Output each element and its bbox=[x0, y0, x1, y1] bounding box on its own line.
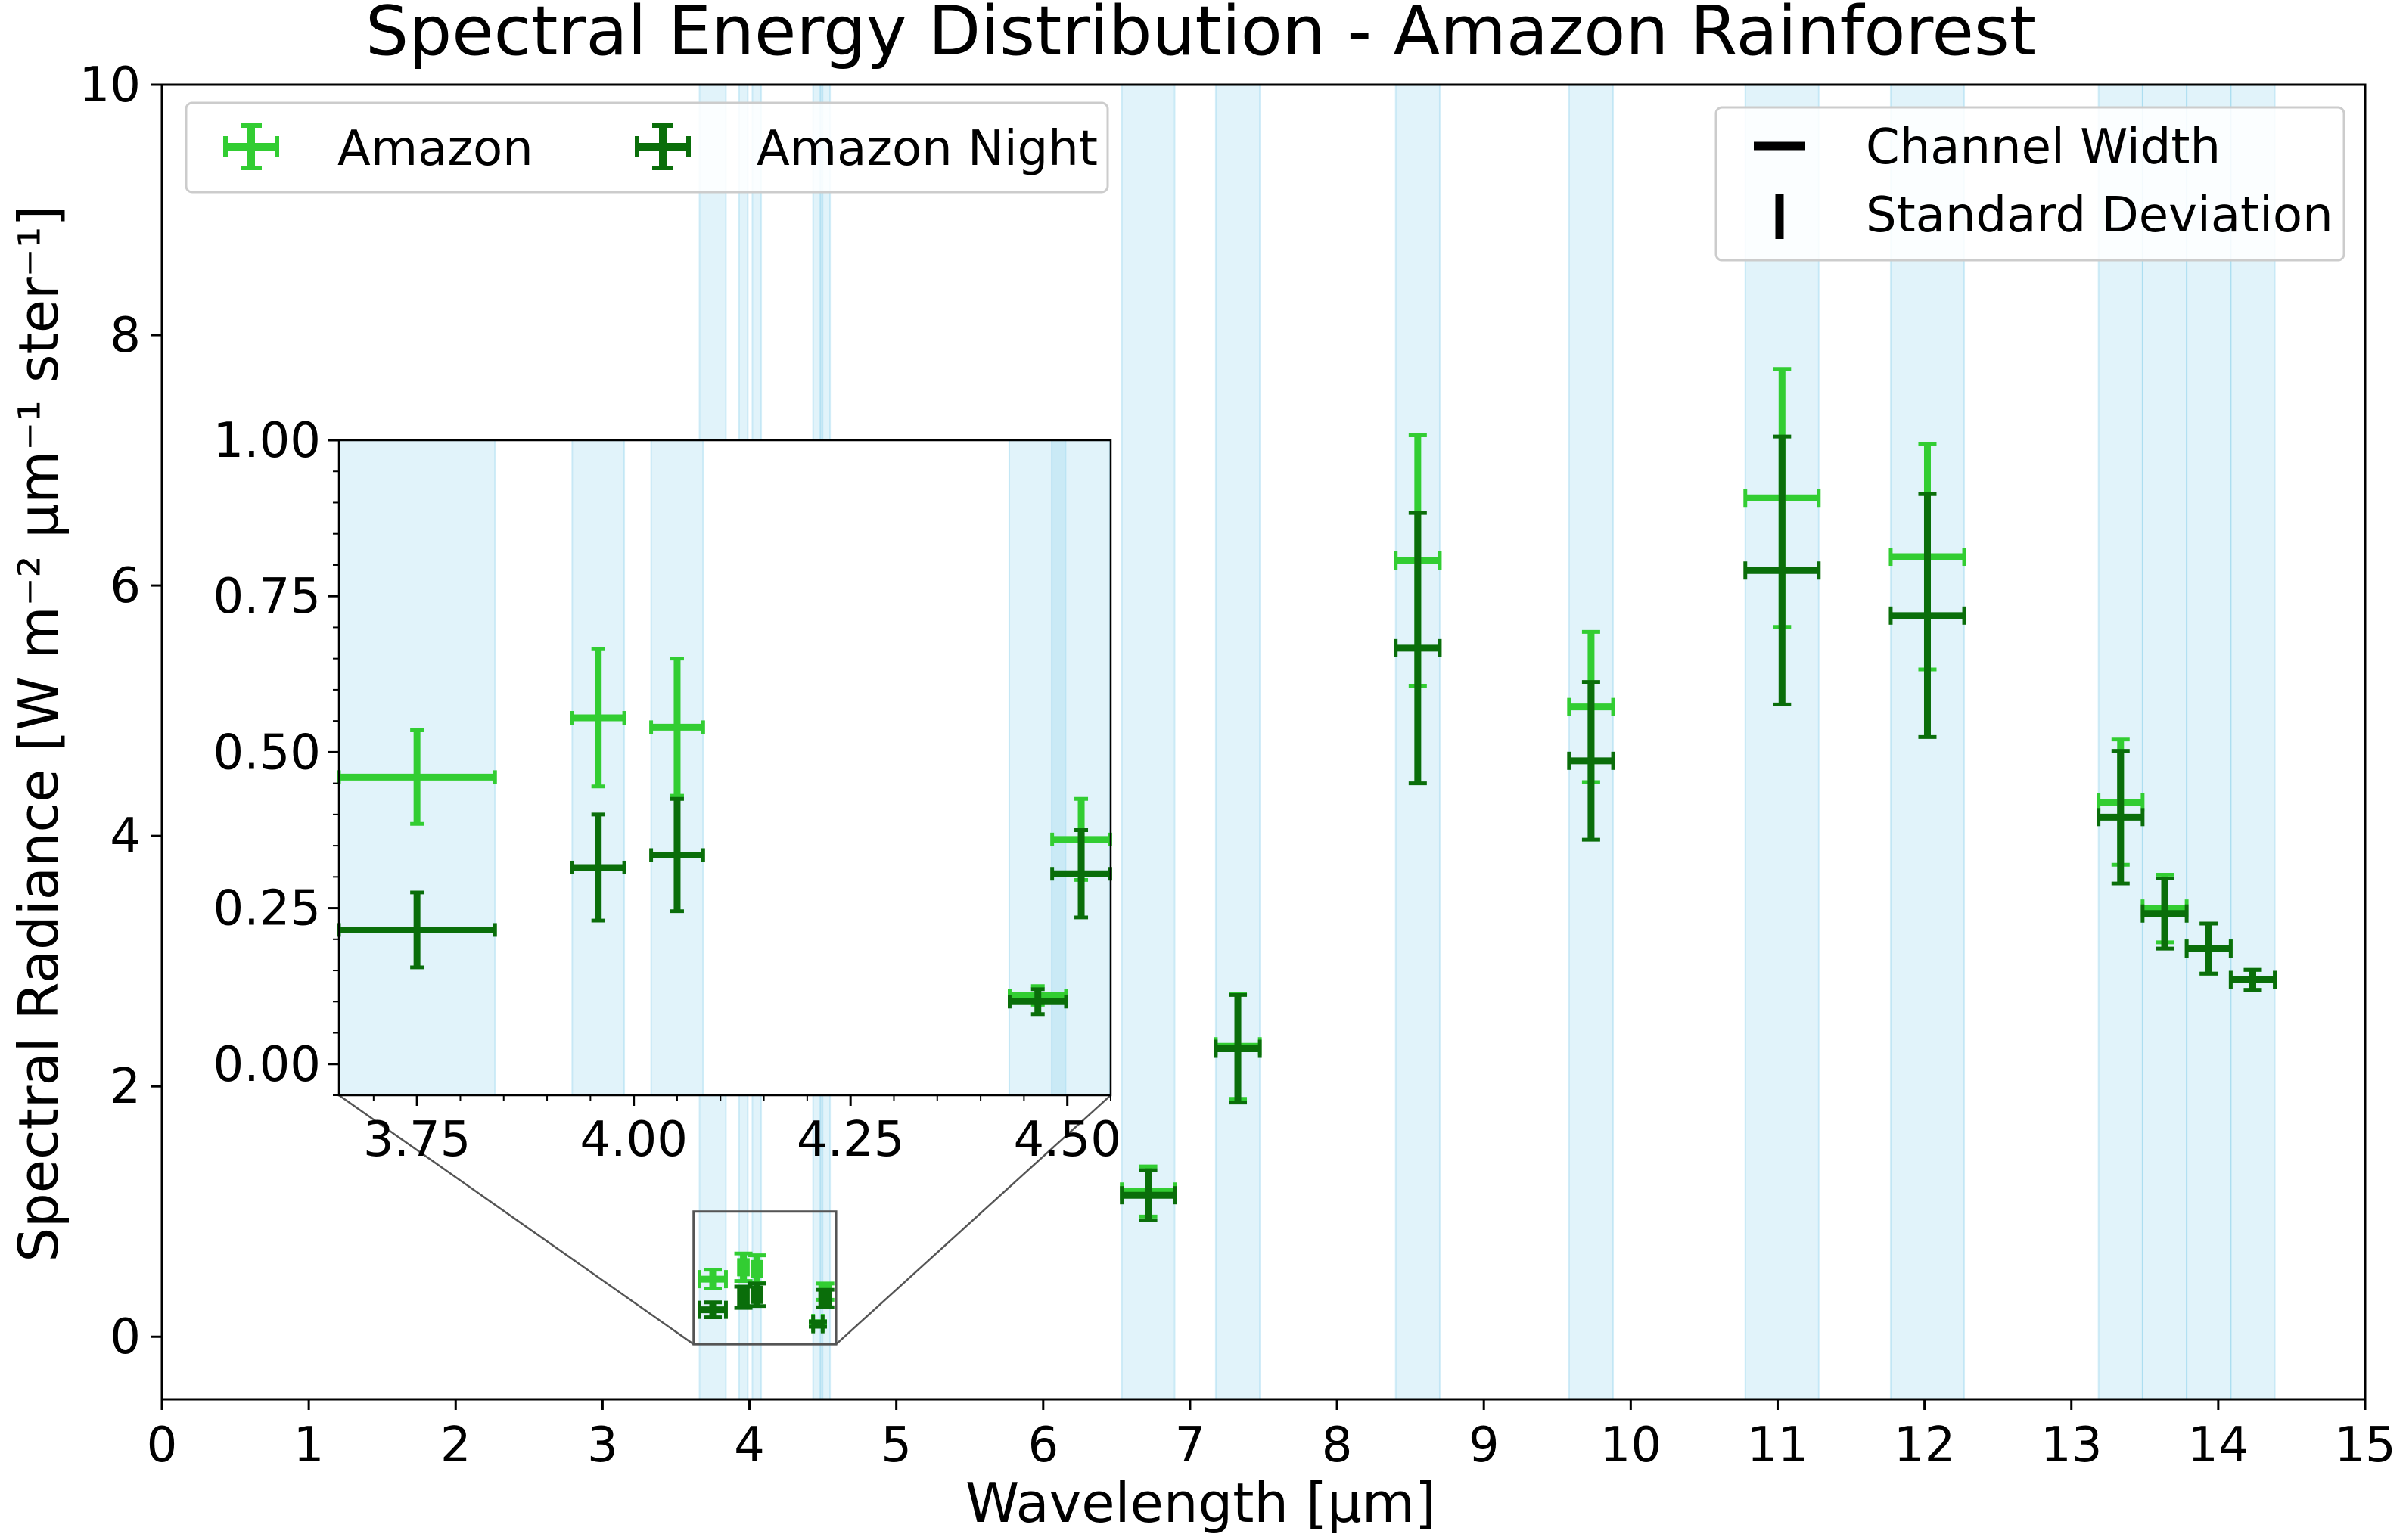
x-tick-label-12: 12 bbox=[1894, 1417, 1955, 1473]
x-tick-label-7: 7 bbox=[1175, 1417, 1206, 1473]
inset-frame bbox=[337, 439, 1112, 1097]
legend-amazon-night-marker bbox=[635, 123, 691, 170]
point-amazon-night-1 bbox=[698, 1300, 728, 1320]
legend-amazon-marker bbox=[223, 123, 279, 170]
inset-point-amazon-2 bbox=[570, 647, 626, 789]
y-tick-label-0: 0 bbox=[110, 1309, 141, 1365]
x-tick-label-15: 15 bbox=[2334, 1417, 2395, 1473]
point-amazon-3 bbox=[748, 1253, 766, 1285]
x-tick-label-10: 10 bbox=[1600, 1417, 1662, 1473]
x-tick-label-9: 9 bbox=[1469, 1417, 1500, 1473]
main-data-points bbox=[698, 367, 2277, 1334]
y-tick-label-5: 10 bbox=[79, 57, 141, 113]
point-amazon-night-10 bbox=[1743, 434, 1821, 706]
inset-zoom-plot: 3.75 4.00 4.25 4.50 0.00 0.25 0.50 0.75 1.00 bbox=[213, 413, 1121, 1168]
legend-key: Channel Width Standard Deviation bbox=[1714, 106, 2345, 262]
point-amazon-night-5 bbox=[816, 1287, 835, 1309]
point-amazon-night-2 bbox=[734, 1284, 753, 1310]
zoom-box bbox=[692, 1210, 838, 1346]
zoom-connector-right bbox=[835, 1094, 1111, 1346]
channel-band-10 bbox=[1744, 84, 1820, 1400]
point-amazon-night-7 bbox=[1214, 992, 1262, 1105]
channel-bands bbox=[698, 84, 2276, 1400]
inset-point-amazon-night-4 bbox=[1008, 987, 1068, 1017]
point-amazon-night-3 bbox=[748, 1281, 766, 1309]
inset-point-amazon-night-2 bbox=[570, 812, 626, 923]
point-amazon-night-6 bbox=[1120, 1168, 1177, 1222]
inset-x-tick-label-1: 4.00 bbox=[580, 1112, 688, 1168]
point-amazon-night-12 bbox=[2097, 749, 2145, 886]
inset-x-tick-label-3: 4.50 bbox=[1013, 1112, 1121, 1168]
zoom-connector-left bbox=[338, 1094, 695, 1346]
x-tick-label-0: 0 bbox=[147, 1417, 178, 1473]
main-plot-frame bbox=[160, 83, 2367, 1401]
legend-std-dev-label: Standard Deviation bbox=[1866, 188, 2333, 244]
x-tick-label-1: 1 bbox=[294, 1417, 325, 1473]
inset-y-tick-label-2: 0.50 bbox=[213, 725, 322, 781]
y-axis-label: Spectral Radiance [W m⁻² μm⁻¹ ster⁻¹] bbox=[7, 205, 70, 1262]
legend-amazon-night-label: Amazon Night bbox=[757, 121, 1098, 177]
y-tick-label-3: 6 bbox=[110, 558, 141, 614]
legend-key-frame bbox=[1714, 106, 2345, 262]
channel-band-13 bbox=[2141, 84, 2188, 1400]
legend-amazon-label: Amazon bbox=[337, 121, 533, 177]
x-tick-label-14: 14 bbox=[2187, 1417, 2249, 1473]
point-amazon-night-9 bbox=[1567, 680, 1615, 842]
point-amazon-night-4 bbox=[808, 1315, 827, 1334]
channel-band-15 bbox=[2230, 84, 2276, 1400]
inset-background bbox=[339, 440, 1111, 1095]
x-tick-label-4: 4 bbox=[734, 1417, 765, 1473]
x-tick-label-11: 11 bbox=[1747, 1417, 1808, 1473]
zoom-indicator bbox=[338, 1094, 1111, 1346]
inset-axes: 3.75 4.00 4.25 4.50 0.00 0.25 0.50 0.75 1.00 bbox=[213, 413, 1121, 1168]
x-tick-label-6: 6 bbox=[1027, 1417, 1058, 1473]
legend-channel-width-label: Channel Width bbox=[1866, 120, 2221, 175]
x-tick-label-3: 3 bbox=[587, 1417, 618, 1473]
inset-x-tick-label-0: 3.75 bbox=[363, 1112, 471, 1168]
point-amazon-2 bbox=[734, 1251, 753, 1284]
inset-y-tick-label-3: 0.75 bbox=[213, 569, 322, 625]
point-amazon-night-13 bbox=[2140, 876, 2189, 951]
x-tick-label-2: 2 bbox=[440, 1417, 471, 1473]
channel-band-11 bbox=[1889, 84, 1966, 1400]
point-amazon-night-8 bbox=[1394, 511, 1442, 786]
y-tick-label-4: 8 bbox=[110, 308, 141, 364]
inset-y-tick-label-1: 0.25 bbox=[213, 881, 322, 937]
inset-x-tick-label-2: 4.25 bbox=[797, 1112, 905, 1168]
x-axis-label: Wavelength [μm] bbox=[965, 1471, 1436, 1535]
x-tick-label-5: 5 bbox=[881, 1417, 912, 1473]
inset-data-points bbox=[337, 647, 1112, 1017]
point-amazon-night-14 bbox=[2184, 921, 2233, 976]
legend-series: Amazon Amazon Night bbox=[185, 101, 1109, 194]
y-tick-label-2: 4 bbox=[110, 809, 141, 865]
inset-y-tick-label-0: 0.00 bbox=[213, 1037, 322, 1093]
x-tick-label-13: 13 bbox=[2041, 1417, 2102, 1473]
inset-y-tick-label-4: 1.00 bbox=[213, 413, 322, 469]
channel-band-14 bbox=[2186, 84, 2232, 1400]
inset-point-amazon-night-3 bbox=[649, 796, 705, 914]
channel-band-7 bbox=[1214, 84, 1261, 1400]
point-amazon-night-15 bbox=[2228, 967, 2277, 992]
y-tick-label-1: 2 bbox=[110, 1059, 141, 1115]
chart-title: Spectral Energy Distribution - Amazon Ra… bbox=[365, 0, 2036, 71]
inset-point-amazon-3 bbox=[649, 657, 705, 798]
point-amazon-night-11 bbox=[1888, 492, 1966, 739]
inset-point-amazon-1 bbox=[337, 728, 497, 826]
x-tick-label-8: 8 bbox=[1322, 1417, 1353, 1473]
point-amazon-1 bbox=[698, 1268, 728, 1290]
